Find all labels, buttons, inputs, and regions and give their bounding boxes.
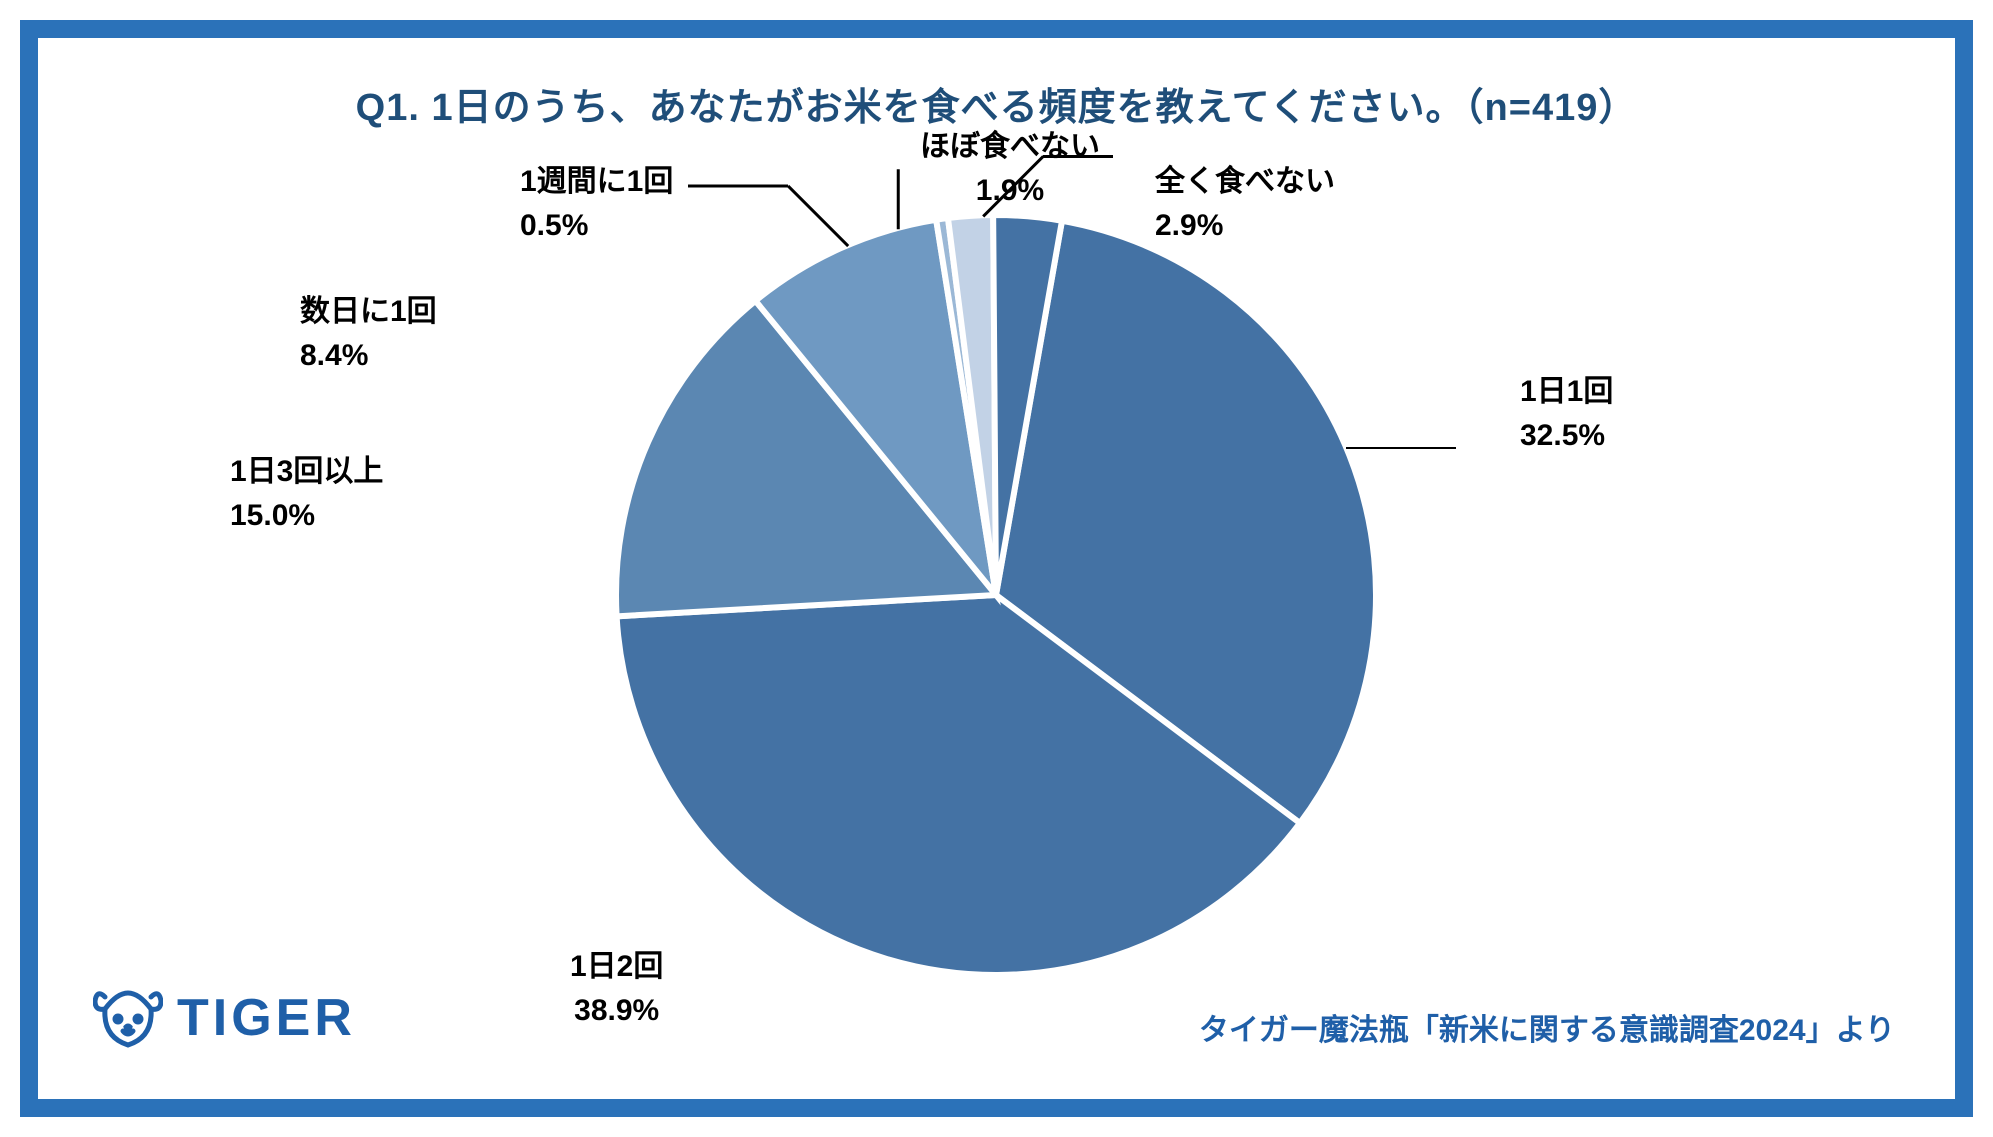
slice-label-pct: 38.9% — [570, 989, 663, 1033]
slice-label: 全く食べない2.9% — [1155, 160, 1335, 247]
slice-label-name: 全く食べない — [1155, 160, 1335, 204]
slice-label-name: 1週間に1回 — [520, 160, 673, 204]
slice-label-name: 1日1回 — [1520, 370, 1613, 414]
slice-label-pct: 32.5% — [1520, 414, 1613, 458]
leader-line — [1043, 155, 1113, 158]
slice-label: 1日2回38.9% — [570, 945, 663, 1032]
slice-label: 数日に1回8.4% — [300, 290, 437, 377]
slice-label-pct: 8.4% — [300, 334, 437, 378]
slice-label: 1日3回以上15.0% — [230, 450, 383, 537]
slice-label-pct: 0.5% — [520, 204, 673, 248]
slice-label-pct: 15.0% — [230, 494, 383, 538]
slice-label-name: 1日2回 — [570, 945, 663, 989]
slice-label-pct: 2.9% — [1155, 204, 1335, 248]
brand-text: TIGER — [177, 988, 356, 1048]
leader-line — [688, 185, 788, 188]
slice-label: 1日1回32.5% — [1520, 370, 1613, 457]
leader-line — [1346, 447, 1456, 450]
brand-logo: TIGER — [93, 987, 356, 1049]
slice-label: ほぼ食べない1.9% — [920, 125, 1100, 212]
chart-frame: Q1. 1日のうち、あなたがお米を食べる頻度を教えてください。（n=419） 1… — [20, 20, 1973, 1117]
tiger-face-icon — [93, 987, 163, 1049]
slice-label-name: 数日に1回 — [300, 290, 437, 334]
slice-label: 1週間に1回0.5% — [520, 160, 673, 247]
slice-label-name: 1日3回以上 — [230, 450, 383, 494]
source-attribution: タイガー魔法瓶「新米に関する意識調査2024」より — [1199, 1005, 1895, 1049]
slice-label-name: ほぼ食べない — [920, 125, 1100, 169]
leader-line — [896, 169, 899, 229]
